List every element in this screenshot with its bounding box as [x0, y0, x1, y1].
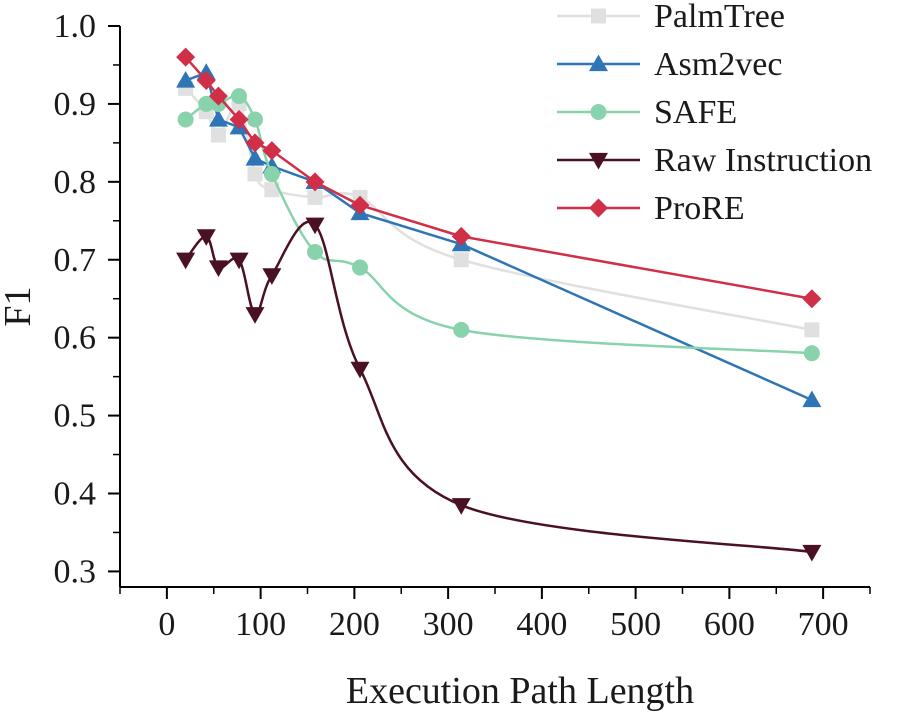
data-point-asm2vec [208, 110, 228, 127]
y-axis-title: F1 [0, 286, 39, 326]
data-point-safe [352, 259, 368, 276]
data-point-safe [803, 345, 820, 362]
x-tick-label: 200 [329, 606, 380, 643]
data-point-palmtree [247, 166, 263, 182]
data-point-raw-instruction [262, 268, 282, 285]
data-point-safe [263, 166, 280, 183]
y-tick-label: 0.5 [54, 398, 97, 435]
y-tick-label: 0.8 [54, 164, 97, 201]
x-tick-label: 400 [516, 606, 567, 643]
legend-label-raw-instruction: Raw Instruction [654, 142, 872, 179]
x-tick-label: 600 [704, 606, 755, 643]
legend: PalmTree Asm2vec SAFE Raw Instruction ProRE [557, 0, 872, 227]
data-point-raw-instruction [229, 252, 249, 270]
x-tick-label: 700 [798, 606, 849, 643]
legend-marker-safe [590, 104, 607, 120]
legend-marker-asm2vec [589, 54, 608, 72]
data-point-prore [245, 133, 265, 153]
data-point-raw-instruction [451, 498, 471, 515]
legend-label-asm2vec: Asm2vec [654, 46, 782, 83]
data-point-prore [305, 172, 325, 192]
x-tick-label: 500 [610, 606, 661, 643]
data-point-safe [231, 88, 248, 105]
x-tick-label: 100 [235, 606, 286, 643]
data-point-raw-instruction [208, 260, 228, 278]
legend-label-palmtree: PalmTree [654, 0, 785, 35]
series-safe [177, 88, 820, 362]
data-point-prore [802, 289, 822, 309]
series-prore [176, 47, 822, 309]
series-group [176, 47, 822, 562]
legend-item-palmtree: PalmTree [557, 0, 785, 35]
data-point-prore [262, 141, 282, 161]
data-point-safe [453, 321, 470, 338]
data-point-safe [247, 111, 263, 128]
legend-item-prore: ProRE [557, 190, 745, 227]
data-point-raw-instruction [245, 307, 265, 324]
data-point-raw-instruction [305, 217, 325, 235]
data-point-prore [350, 195, 370, 215]
data-point-prore [176, 47, 196, 67]
legend-item-safe: SAFE [557, 94, 737, 131]
data-point-raw-instruction [196, 229, 216, 246]
data-point-prore [451, 226, 471, 246]
data-point-raw-instruction [176, 252, 196, 270]
x-axis-title: Execution Path Length [346, 670, 694, 712]
legend-item-raw-instruction: Raw Instruction [557, 142, 872, 179]
data-point-asm2vec [802, 390, 822, 408]
y-tick-label: 0.3 [54, 553, 97, 590]
y-tick-label: 1.0 [54, 8, 97, 45]
legend-marker-palmtree [591, 8, 606, 24]
legend-label-prore: ProRE [654, 190, 745, 227]
data-point-prore [229, 110, 249, 129]
data-point-palmtree [210, 127, 226, 143]
data-point-safe [307, 243, 323, 260]
series-line-prore [184, 56, 813, 300]
series-raw-instruction [176, 217, 822, 562]
data-point-safe [198, 95, 215, 112]
y-tick-label: 0.7 [54, 242, 97, 279]
data-point-raw-instruction [350, 361, 370, 379]
data-point-asm2vec [245, 148, 265, 166]
x-tick-label: 300 [423, 606, 474, 643]
data-point-palmtree [453, 252, 469, 268]
x-tick-label: 0 [158, 606, 175, 643]
data-point-safe [177, 111, 194, 128]
legend-marker-prore [589, 198, 608, 218]
data-point-palmtree [307, 189, 323, 205]
y-tick-label: 0.9 [54, 86, 97, 123]
data-point-palmtree [264, 182, 280, 198]
y-tick-label: 0.6 [54, 320, 97, 357]
data-point-prore [208, 86, 228, 106]
legend-marker-raw-instruction [589, 152, 608, 170]
axes: 0 100 200 300 400 500 600 700 0.3 0.4 0.5 0.6 0.7 0.8… [0, 8, 871, 712]
data-point-prore [196, 71, 216, 91]
legend-label-safe: SAFE [654, 94, 737, 131]
data-point-asm2vec [176, 71, 196, 88]
legend-item-asm2vec: Asm2vec [557, 46, 782, 83]
y-tick-label: 0.4 [54, 476, 97, 513]
data-point-raw-instruction [802, 544, 822, 562]
data-point-palmtree [804, 322, 820, 338]
